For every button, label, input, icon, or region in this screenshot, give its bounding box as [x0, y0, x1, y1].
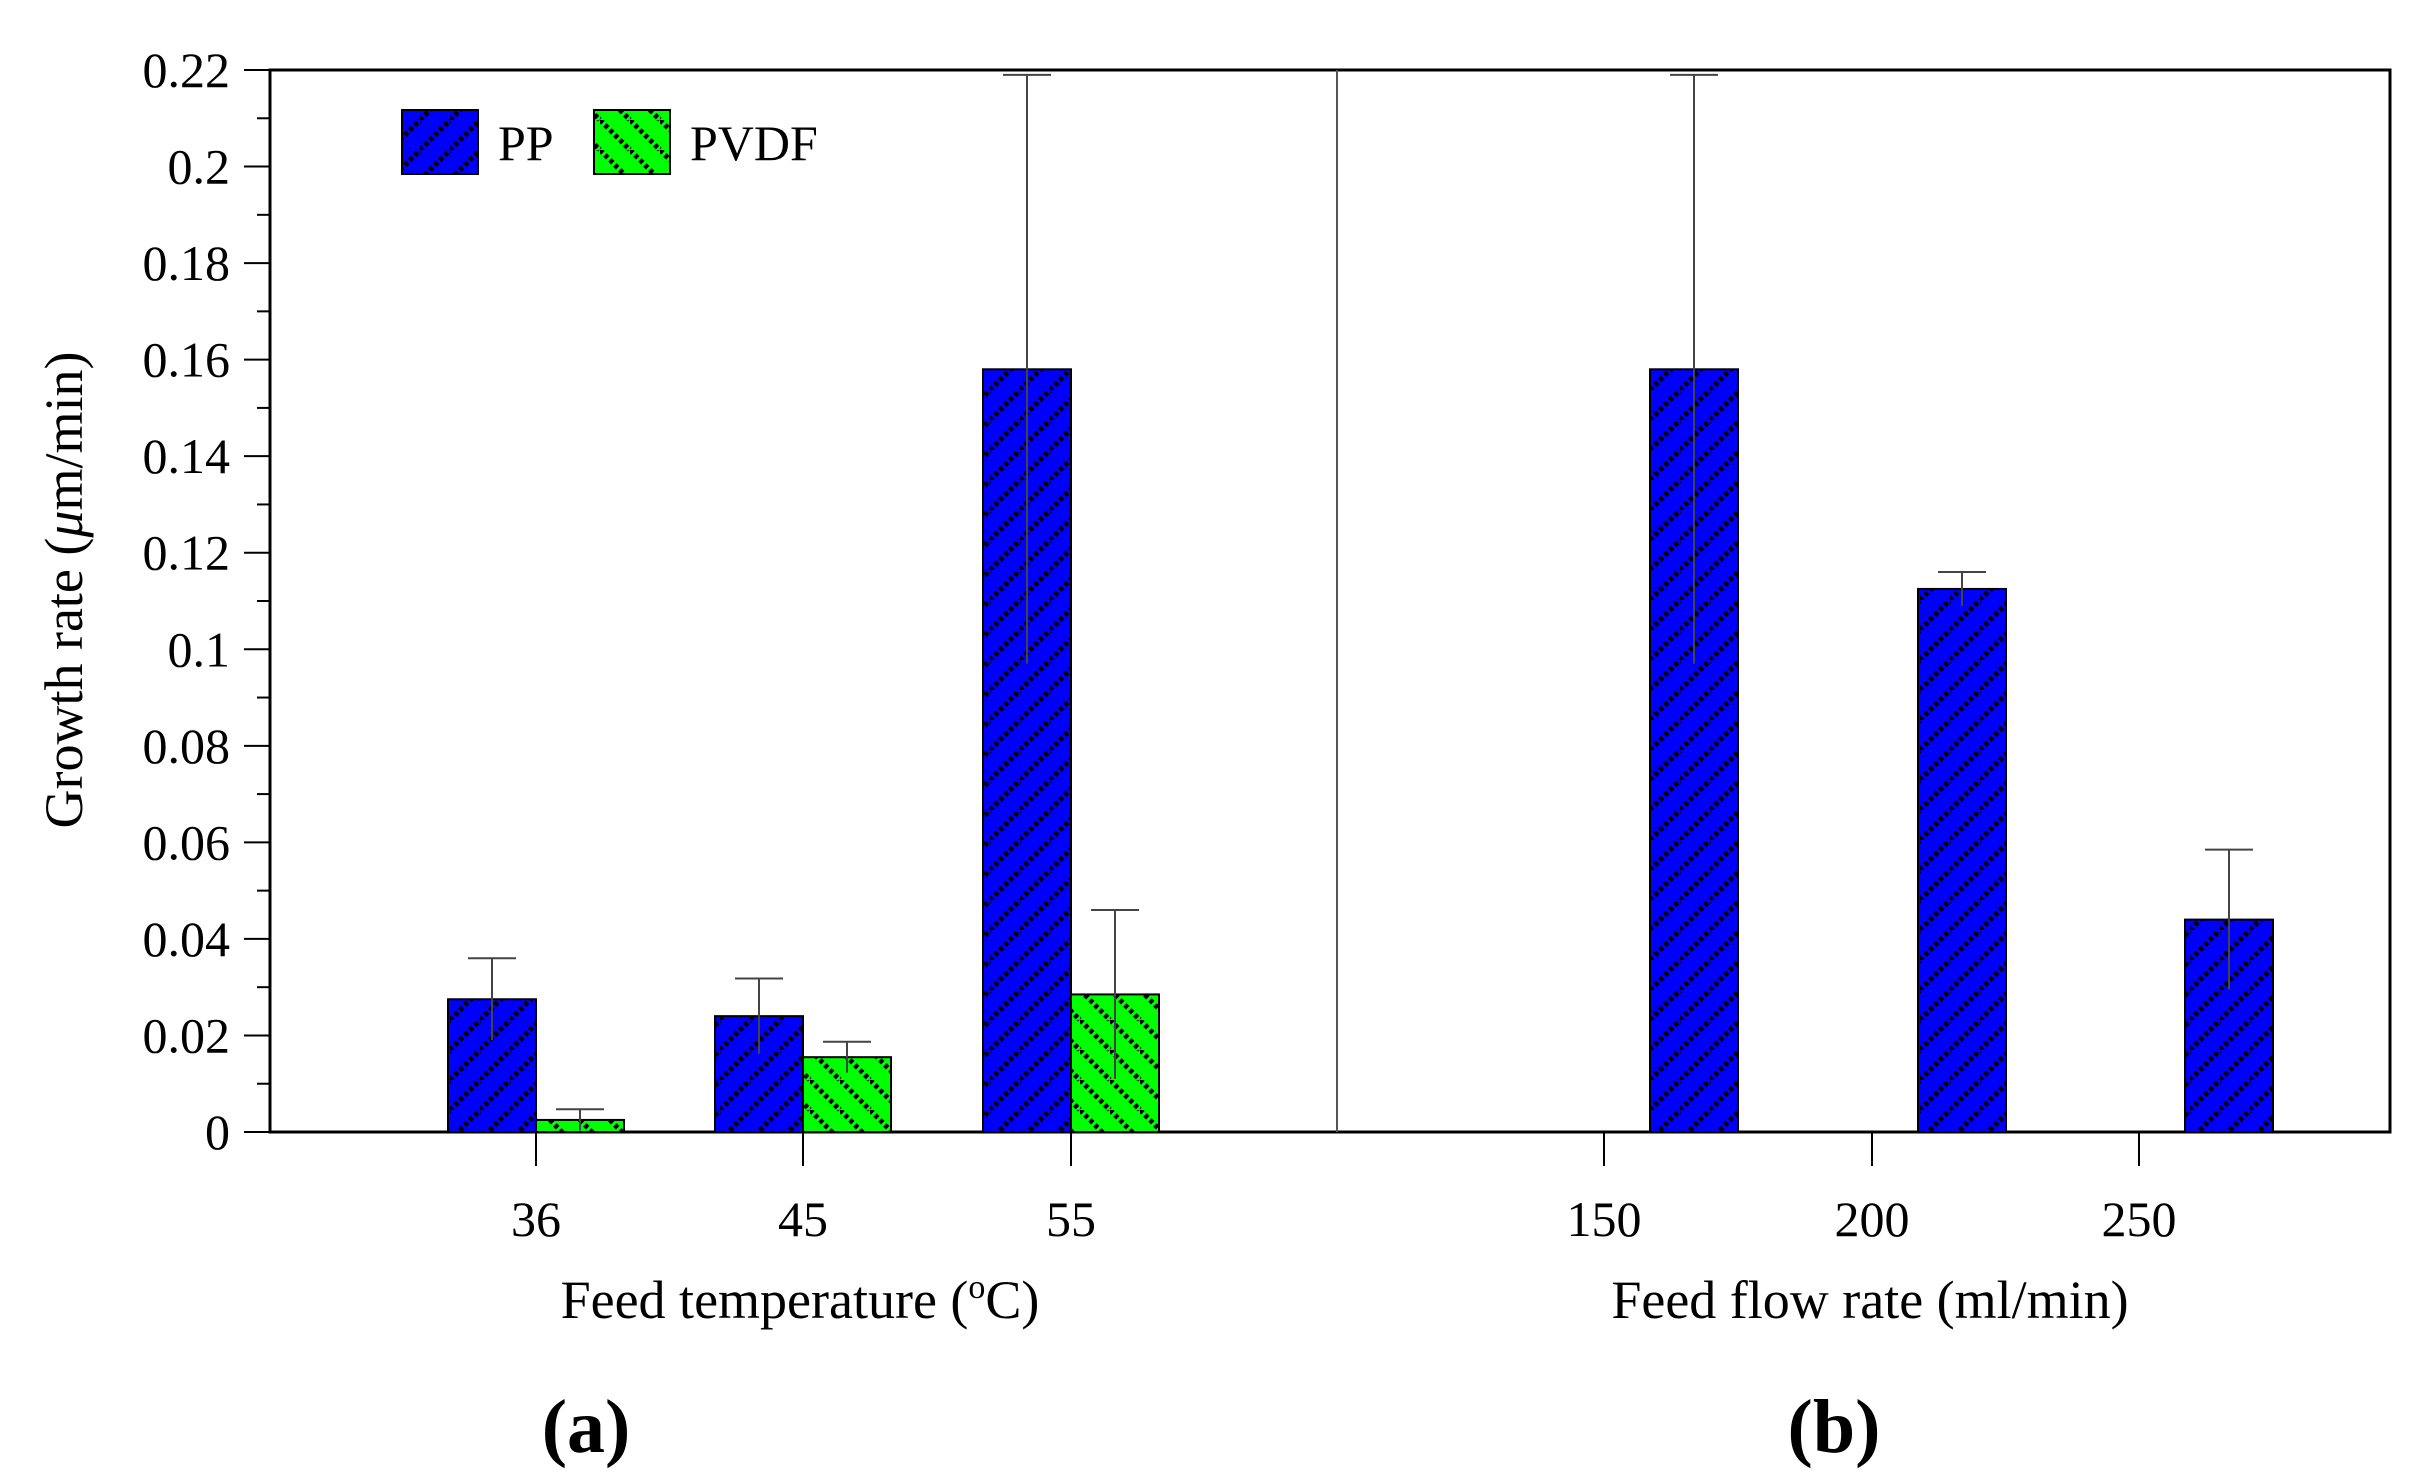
bars — [447, 73, 2274, 1134]
y-tick-label: 0.12 — [143, 525, 231, 581]
y-axis: 0 0.02 0.04 0.06 0.08 0.1 0.12 0.14 0.16 0.18 0.2 0… — [143, 42, 270, 1160]
y-tick-label: 0 — [205, 1104, 230, 1160]
legend-swatch-pvdf — [593, 109, 671, 175]
plot-border — [268, 68, 2392, 1134]
x-axis: 36 45 55 150 200 250 — [511, 1132, 2177, 1247]
x-tick-label: 45 — [778, 1191, 828, 1247]
legend-label-pp: PP — [498, 115, 554, 171]
plot-frame — [268, 68, 2392, 1134]
x-axis-title-b: Feed flow rate (ml/min) — [1611, 1270, 2128, 1330]
y-tick-label: 0.14 — [143, 428, 231, 484]
y-tick-label: 0.02 — [143, 1007, 231, 1063]
x-tick-label: 150 — [1567, 1191, 1642, 1247]
y-tick-label: 0.16 — [143, 332, 231, 388]
x-axis-title-a: Feed temperature (oC) — [561, 1269, 1040, 1330]
x-tick-label: 55 — [1046, 1191, 1096, 1247]
panel-label-b: (b) — [1788, 1385, 1881, 1469]
y-tick-label: 0.06 — [143, 814, 231, 870]
y-tick-label: 0.04 — [143, 911, 231, 967]
x-tick-label: 36 — [511, 1191, 561, 1247]
legend-swatch-pp — [401, 109, 479, 175]
y-axis-title: Growth rate (μm/min) — [34, 352, 94, 829]
x-tick-label: 250 — [2102, 1191, 2177, 1247]
y-tick-label: 0.2 — [168, 139, 231, 195]
x-tick-label: 200 — [1835, 1191, 1910, 1247]
y-tick-label: 0.08 — [143, 718, 231, 774]
y-tick-label: 0.22 — [143, 42, 231, 98]
bar-pp-200 — [1917, 587, 2007, 1133]
panel-label-a: (a) — [542, 1385, 631, 1469]
legend-label-pvdf: PVDF — [690, 115, 818, 171]
y-tick-label: 0.18 — [143, 235, 231, 291]
y-tick-label: 0.1 — [168, 621, 231, 677]
legend: PP PVDF — [401, 109, 818, 175]
